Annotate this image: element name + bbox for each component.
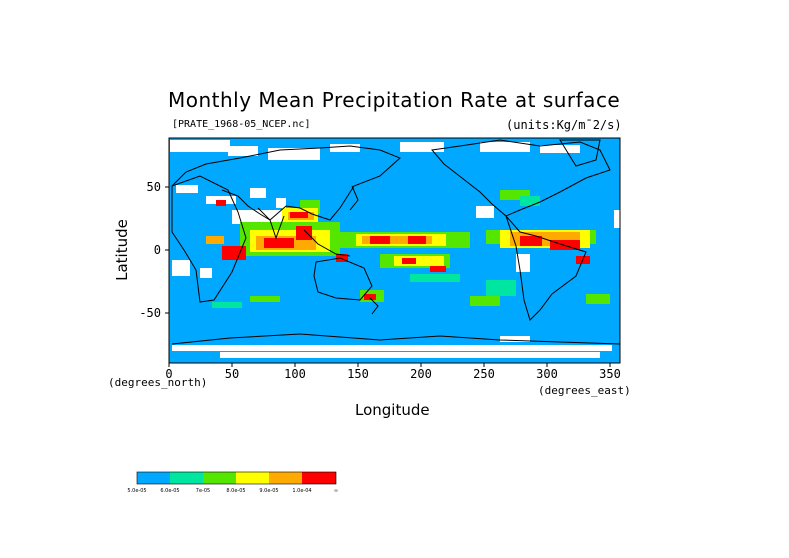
colorbar-swatch <box>203 472 236 484</box>
y-tick-label: -50 <box>139 306 161 320</box>
colorbar-label: 5.0e-05 <box>127 488 146 494</box>
x-tick-labels: 0 50 100 150 200 250 300 350 <box>165 367 620 381</box>
colorbar-label: 6.0e-05 <box>160 488 179 494</box>
colorbar-swatch <box>170 472 203 484</box>
coastlines <box>171 139 621 345</box>
missing-data-patches <box>170 140 620 358</box>
file-label: [PRATE_1968-05_NCEP.nc] <box>172 119 311 130</box>
colorbar-frame <box>136 471 337 485</box>
colorbar-swatch <box>236 472 269 484</box>
colorbar-swatch <box>302 472 336 484</box>
x-unit-label: (degrees_north) <box>108 376 208 389</box>
x-tick-label: 250 <box>473 367 495 381</box>
x-tick-label: 100 <box>284 367 306 381</box>
colorbar-label: ∞ <box>334 488 338 494</box>
y-tick-labels: 50 0 -50 <box>139 180 161 320</box>
colorbar: 5.0e-05 6.0e-05 7e-05 8.0e-05 9.0e-05 1.… <box>127 471 338 494</box>
colorbar-label: 1.0e-04 <box>292 488 311 494</box>
axis-ticks <box>165 186 611 367</box>
colorbar-swatch <box>269 472 302 484</box>
x-tick-label: 300 <box>536 367 558 381</box>
units-label: (units:Kg/m¯2/s) <box>506 118 622 132</box>
colorbar-label: 8.0e-05 <box>226 488 245 494</box>
low-moderate-precip-patches <box>212 196 540 308</box>
colorbar-label: 7e-05 <box>196 488 210 494</box>
map-title: Monthly Mean Precipitation Rate at surfa… <box>168 88 621 112</box>
y-tick-label: 50 <box>147 180 161 194</box>
x-axis-label: Longitude <box>355 401 430 419</box>
colorbar-label: 9.0e-05 <box>259 488 278 494</box>
x-tick-label: 200 <box>410 367 432 381</box>
y-tick-label: 0 <box>154 243 161 257</box>
x-tick-label: 150 <box>347 367 369 381</box>
x-tick-label: 0 <box>165 367 172 381</box>
map-plot <box>168 137 621 364</box>
colorbar-swatch <box>137 472 170 484</box>
y-unit-label: (degrees_east) <box>538 384 631 397</box>
x-tick-label: 350 <box>599 367 621 381</box>
x-tick-label: 50 <box>225 367 239 381</box>
